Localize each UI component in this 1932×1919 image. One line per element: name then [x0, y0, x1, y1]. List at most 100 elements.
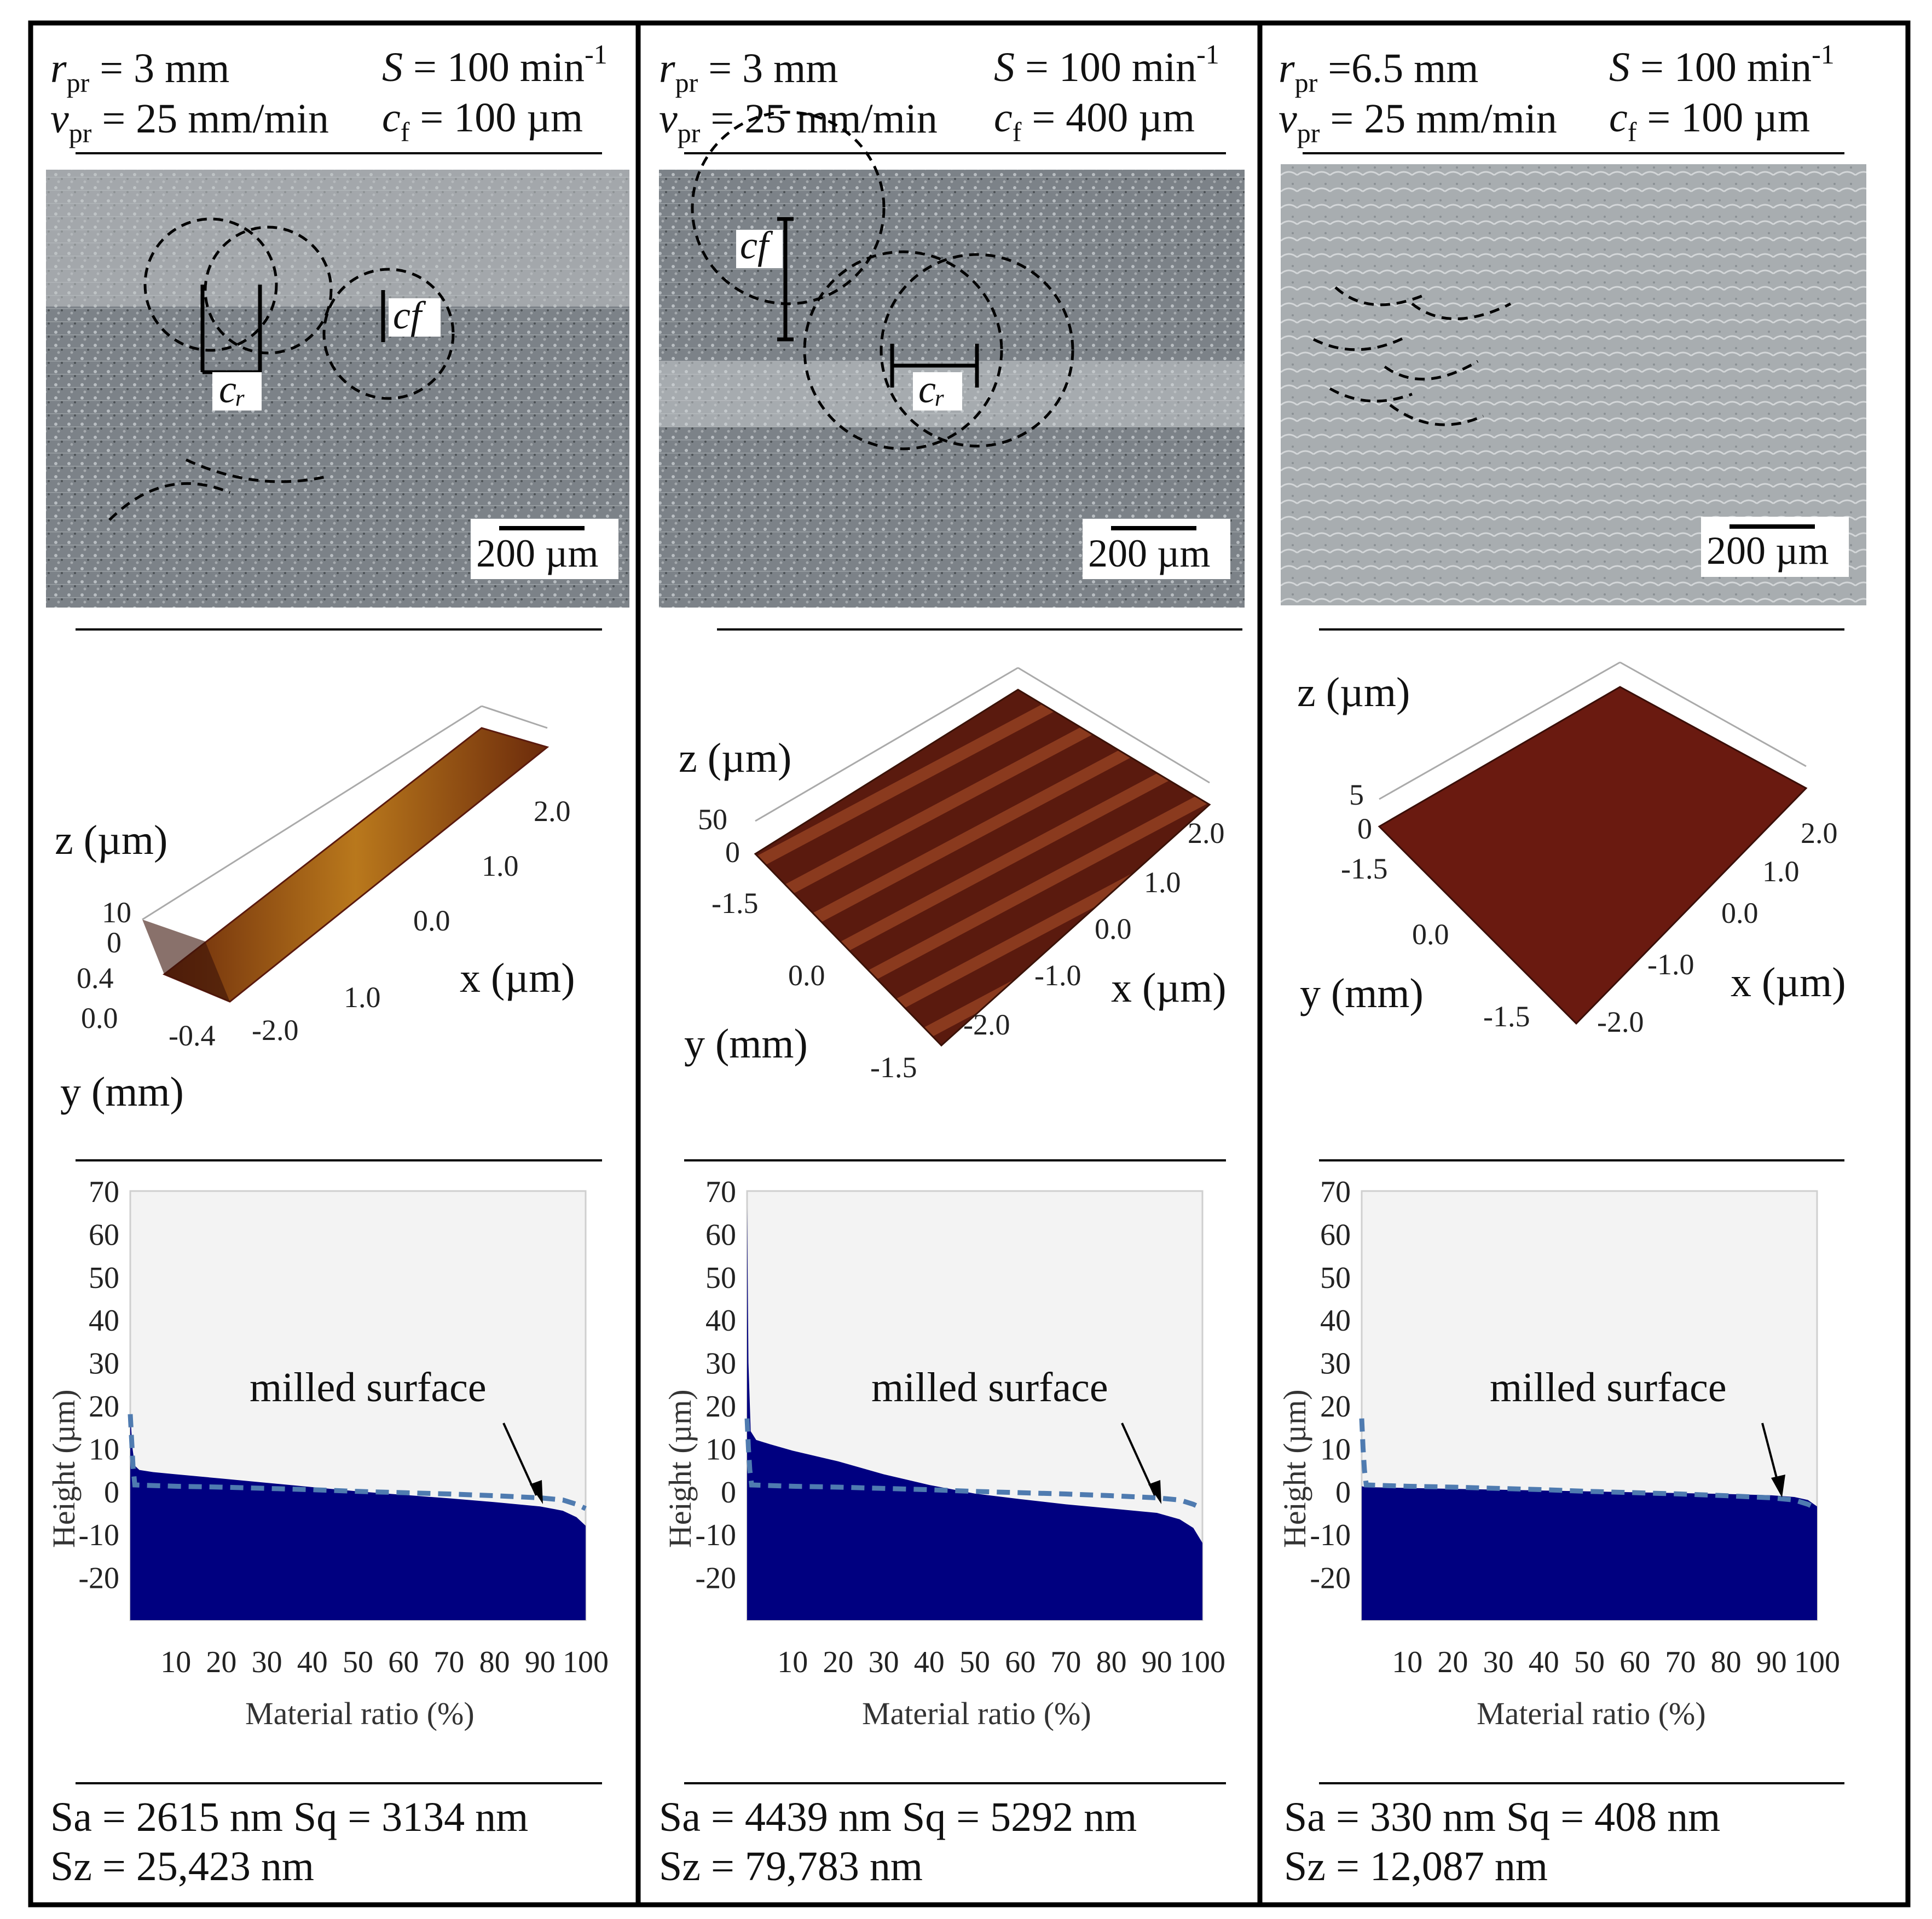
svg-text:rpr = 3 mm: rpr = 3 mm — [659, 45, 838, 98]
x-tick-label: 80 — [479, 1645, 510, 1679]
y-tick-label: 60 — [705, 1218, 736, 1252]
x-tick-label: 60 — [1619, 1645, 1650, 1679]
x-tick-label: 10 — [160, 1645, 191, 1679]
x-tick-label: 80 — [1711, 1645, 1742, 1679]
y-tick-label: -10 — [78, 1518, 119, 1552]
svg-text:z (µm): z (µm) — [55, 817, 167, 863]
svg-text:1.0: 1.0 — [1762, 855, 1800, 888]
x-tick-label: 40 — [914, 1645, 945, 1679]
svg-text:-1.0: -1.0 — [1647, 948, 1694, 981]
reference-curve-2 — [744, 1418, 1204, 1511]
roughness-stats-2: Sa = 4439 nm Sq = 5292 nm Sz = 79,783 nm — [659, 1794, 1137, 1889]
y-tick-label: 0 — [1335, 1476, 1351, 1510]
x-tick-label: 100 — [1179, 1645, 1225, 1679]
svg-text:Sz = 25,423 nm: Sz = 25,423 nm — [50, 1843, 314, 1889]
x-tick-label: 30 — [869, 1645, 899, 1679]
svg-text:y (mm): y (mm) — [60, 1069, 184, 1115]
svg-text:1.0: 1.0 — [1144, 866, 1181, 899]
y-tick-label: 10 — [1320, 1432, 1351, 1466]
svg-text:S = 100 min-1: S = 100 min-1 — [382, 39, 608, 90]
y-tick-label: 20 — [1320, 1390, 1351, 1424]
y-tick-label: 70 — [705, 1175, 736, 1209]
svg-text:5: 5 — [1349, 778, 1364, 811]
svg-text:0.0: 0.0 — [788, 959, 825, 992]
surface-3d-3: z (µm) x (µm) y (mm) 5 0 -1.5 0.0 -1.5 2… — [1297, 661, 1846, 1161]
x-axis-label-1: Material ratio (%) — [245, 1696, 475, 1731]
x-tick-label: 60 — [388, 1645, 419, 1679]
x-tick-label: 30 — [252, 1645, 282, 1679]
svg-text:50: 50 — [698, 803, 727, 836]
y-tick-label: -20 — [695, 1562, 736, 1596]
svg-text:-1.5: -1.5 — [1483, 1000, 1530, 1033]
area-fill-3 — [1362, 1486, 1817, 1620]
svg-text:S = 100 min-1: S = 100 min-1 — [1609, 39, 1835, 90]
x-tick-label: 10 — [777, 1645, 808, 1679]
surface-3d-2: z (µm) x (µm) y (mm) 50 0 -1.5 0.0 -1.5 … — [679, 667, 1227, 1161]
x-tick-label: 50 — [959, 1645, 990, 1679]
x-tick-label: 100 — [563, 1645, 609, 1679]
svg-text:cf: cf — [740, 223, 773, 267]
svg-text:-2.0: -2.0 — [252, 1014, 298, 1047]
feed-marks-1 — [108, 217, 455, 521]
material-ratio-chart-1: -20 -10 0 10 20 30 40 50 60 70 10 20 30 40 50 60 70 80 90 1… — [46, 1175, 609, 1784]
y-tick-label: 40 — [1320, 1304, 1351, 1338]
svg-text:1.0: 1.0 — [482, 849, 519, 882]
y-tick-label: 10 — [705, 1432, 736, 1466]
svg-text:-1.0: -1.0 — [1034, 959, 1081, 992]
x-tick-label: 70 — [1665, 1645, 1696, 1679]
parameters-2: rpr = 3 mm vpr = 25 mm/min S = 100 min-1… — [659, 39, 1226, 154]
y-tick-label: 60 — [89, 1218, 119, 1252]
y-tick-label: 40 — [705, 1304, 736, 1338]
svg-text:0.0: 0.0 — [1095, 912, 1132, 945]
svg-text:vpr = 25 mm/min: vpr = 25 mm/min — [659, 96, 938, 148]
svg-text:cᵣ: cᵣ — [219, 367, 246, 411]
svg-text:200 µm: 200 µm — [1088, 531, 1211, 575]
svg-text:Sz = 79,783 nm: Sz = 79,783 nm — [659, 1843, 923, 1889]
milled-surface-label-2: milled surface — [871, 1365, 1108, 1411]
svg-text:0.0: 0.0 — [81, 1002, 118, 1034]
x-tick-label: 20 — [206, 1645, 236, 1679]
x-tick-label: 60 — [1005, 1645, 1036, 1679]
roughness-stats-1: Sa = 2615 nm Sq = 3134 nm Sz = 25,423 nm — [50, 1794, 528, 1889]
y-tick-label: 30 — [705, 1347, 736, 1381]
feed-marks-2 — [691, 111, 1074, 450]
svg-text:rpr = 3 mm: rpr = 3 mm — [50, 45, 229, 98]
svg-text:vpr = 25 mm/min: vpr = 25 mm/min — [1279, 96, 1557, 148]
svg-text:Sa = 4439 nm Sq = 5292 nm: Sa = 4439 nm Sq = 5292 nm — [659, 1794, 1137, 1840]
reference-curve-1 — [128, 1414, 587, 1511]
x-axis-label-3: Material ratio (%) — [1477, 1696, 1706, 1731]
svg-text:y (mm): y (mm) — [684, 1021, 808, 1067]
x-tick-label: 40 — [1529, 1645, 1559, 1679]
x-tick-label: 90 — [1756, 1645, 1787, 1679]
svg-text:200 µm: 200 µm — [476, 531, 599, 575]
x-tick-label: 20 — [823, 1645, 853, 1679]
y-tick-label: 50 — [89, 1261, 119, 1295]
y-tick-label: 0 — [721, 1476, 736, 1510]
y-tick-label: 70 — [89, 1175, 119, 1209]
y-tick-label: 0 — [104, 1476, 119, 1510]
material-ratio-chart-3: -20 -10 0 10 20 30 40 50 60 70 10 20 30 40 50 60 70 80 90 1… — [1277, 1175, 1844, 1784]
svg-text:-1.5: -1.5 — [870, 1051, 917, 1084]
x-tick-label: 90 — [1142, 1645, 1172, 1679]
y-tick-label: 50 — [705, 1261, 736, 1295]
svg-text:-1.5: -1.5 — [1341, 852, 1387, 885]
x-tick-label: 80 — [1096, 1645, 1127, 1679]
x-tick-label: 100 — [1794, 1645, 1840, 1679]
micrograph-2: cf cᵣ 200 µm — [659, 111, 1245, 631]
x-tick-label: 90 — [525, 1645, 556, 1679]
svg-text:z (µm): z (µm) — [1297, 669, 1410, 715]
feed-marks-3 — [1312, 286, 1512, 426]
svg-text:rpr =6.5 mm: rpr =6.5 mm — [1279, 45, 1478, 98]
y-tick-label: 70 — [1320, 1175, 1351, 1209]
svg-text:cᵣ: cᵣ — [918, 367, 946, 411]
y-axis-label-1: Height (µm) — [46, 1389, 82, 1548]
svg-text:cf: cf — [393, 293, 426, 337]
svg-text:vpr = 25 mm/min: vpr = 25 mm/min — [50, 96, 329, 148]
svg-text:Sa = 330 nm Sq = 408 nm: Sa = 330 nm Sq = 408 nm — [1284, 1794, 1720, 1840]
roughness-stats-3: Sa = 330 nm Sq = 408 nm Sz = 12,087 nm — [1284, 1794, 1720, 1889]
x-tick-label: 30 — [1483, 1645, 1514, 1679]
svg-text:1.0: 1.0 — [344, 981, 381, 1014]
svg-text:0: 0 — [1357, 812, 1372, 845]
svg-text:0.4: 0.4 — [77, 962, 114, 995]
